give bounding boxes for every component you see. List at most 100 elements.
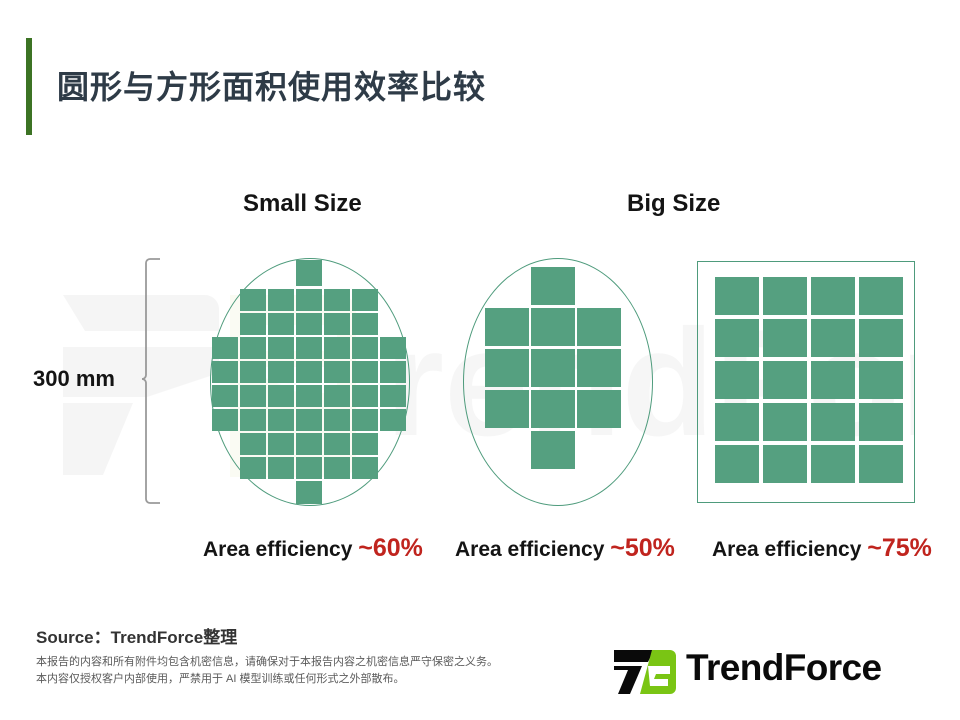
column-header-big-size: Big Size bbox=[627, 190, 721, 217]
die bbox=[324, 313, 350, 335]
die bbox=[531, 390, 575, 428]
die bbox=[531, 267, 575, 305]
die bbox=[715, 445, 759, 483]
die bbox=[240, 457, 266, 479]
die bbox=[240, 409, 266, 431]
die bbox=[268, 313, 294, 335]
source-line: Source：TrendForce整理 bbox=[36, 628, 238, 647]
die bbox=[240, 289, 266, 311]
die bbox=[715, 403, 759, 441]
die bbox=[811, 319, 855, 357]
trendforce-logo: TrendForce bbox=[612, 647, 932, 698]
efficiency-value: ~75% bbox=[867, 534, 932, 562]
die bbox=[763, 361, 807, 399]
die bbox=[811, 361, 855, 399]
column-header-small-size: Small Size bbox=[243, 190, 362, 217]
die bbox=[268, 361, 294, 383]
efficiency-caption-small: Area efficiency ~60% bbox=[203, 534, 423, 563]
die bbox=[352, 433, 378, 455]
die bbox=[296, 313, 322, 335]
die bbox=[296, 361, 322, 383]
die bbox=[380, 385, 406, 407]
big-size-square-panel bbox=[697, 261, 915, 503]
wafer-outline bbox=[463, 258, 653, 506]
die bbox=[352, 409, 378, 431]
wafer-diameter-label: 300 mm bbox=[33, 366, 115, 391]
die bbox=[324, 361, 350, 383]
die bbox=[811, 445, 855, 483]
disclaimer-line-1: 本报告的内容和所有附件均包含机密信息，请确保对于本报告内容之机密信息严守保密之义… bbox=[36, 656, 498, 668]
die bbox=[811, 277, 855, 315]
die bbox=[715, 319, 759, 357]
die bbox=[324, 457, 350, 479]
die bbox=[240, 361, 266, 383]
die bbox=[531, 308, 575, 346]
die bbox=[296, 481, 322, 504]
die bbox=[212, 337, 238, 359]
die bbox=[763, 403, 807, 441]
die bbox=[859, 403, 903, 441]
die bbox=[859, 361, 903, 399]
disclaimer-line-2: 本内容仅授权客户内部使用，严禁用于 AI 模型训练或任何形式之外部散布。 bbox=[36, 673, 405, 685]
die bbox=[268, 289, 294, 311]
die bbox=[296, 457, 322, 479]
die bbox=[485, 308, 529, 346]
die bbox=[296, 337, 322, 359]
die bbox=[352, 289, 378, 311]
die bbox=[240, 337, 266, 359]
die bbox=[352, 313, 378, 335]
page-title: 圆形与方形面积使用效率比较 bbox=[57, 69, 487, 105]
die bbox=[240, 313, 266, 335]
die bbox=[324, 409, 350, 431]
die bbox=[352, 361, 378, 383]
die bbox=[268, 337, 294, 359]
die bbox=[268, 457, 294, 479]
die bbox=[859, 445, 903, 483]
die bbox=[212, 385, 238, 407]
die bbox=[811, 403, 855, 441]
die bbox=[763, 277, 807, 315]
brand-name: TrendForce bbox=[686, 647, 882, 688]
die bbox=[268, 433, 294, 455]
efficiency-label: Area efficiency bbox=[712, 538, 862, 561]
die bbox=[531, 349, 575, 387]
die bbox=[485, 349, 529, 387]
die bbox=[380, 409, 406, 431]
die bbox=[577, 390, 621, 428]
big-size-round-wafer bbox=[463, 258, 653, 506]
die bbox=[859, 319, 903, 357]
efficiency-caption-big: Area efficiency ~75% bbox=[712, 534, 932, 563]
die bbox=[212, 409, 238, 431]
die bbox=[859, 277, 903, 315]
efficiency-label: Area efficiency bbox=[203, 538, 353, 561]
die bbox=[296, 433, 322, 455]
die bbox=[212, 361, 238, 383]
die bbox=[296, 260, 322, 286]
die bbox=[715, 361, 759, 399]
efficiency-value: ~50% bbox=[610, 534, 675, 562]
die bbox=[296, 385, 322, 407]
die bbox=[268, 385, 294, 407]
trendforce-logo-mark-icon bbox=[614, 650, 676, 694]
die bbox=[324, 337, 350, 359]
die bbox=[240, 385, 266, 407]
die bbox=[324, 433, 350, 455]
die bbox=[531, 431, 575, 469]
die bbox=[296, 409, 322, 431]
small-size-round-wafer bbox=[210, 258, 410, 506]
die bbox=[380, 337, 406, 359]
die bbox=[352, 337, 378, 359]
die bbox=[577, 308, 621, 346]
panel-outline bbox=[697, 261, 915, 503]
die bbox=[763, 319, 807, 357]
die bbox=[577, 349, 621, 387]
disclaimer-text: 本报告的内容和所有附件均包含机密信息，请确保对于本报告内容之机密信息严守保密之义… bbox=[36, 654, 498, 688]
efficiency-caption-mid: Area efficiency ~50% bbox=[455, 534, 675, 563]
die bbox=[296, 289, 322, 311]
efficiency-label: Area efficiency bbox=[455, 538, 605, 561]
die bbox=[268, 409, 294, 431]
die bbox=[715, 277, 759, 315]
dimension-bracket-icon bbox=[141, 258, 160, 504]
title-accent-bar bbox=[26, 38, 32, 135]
